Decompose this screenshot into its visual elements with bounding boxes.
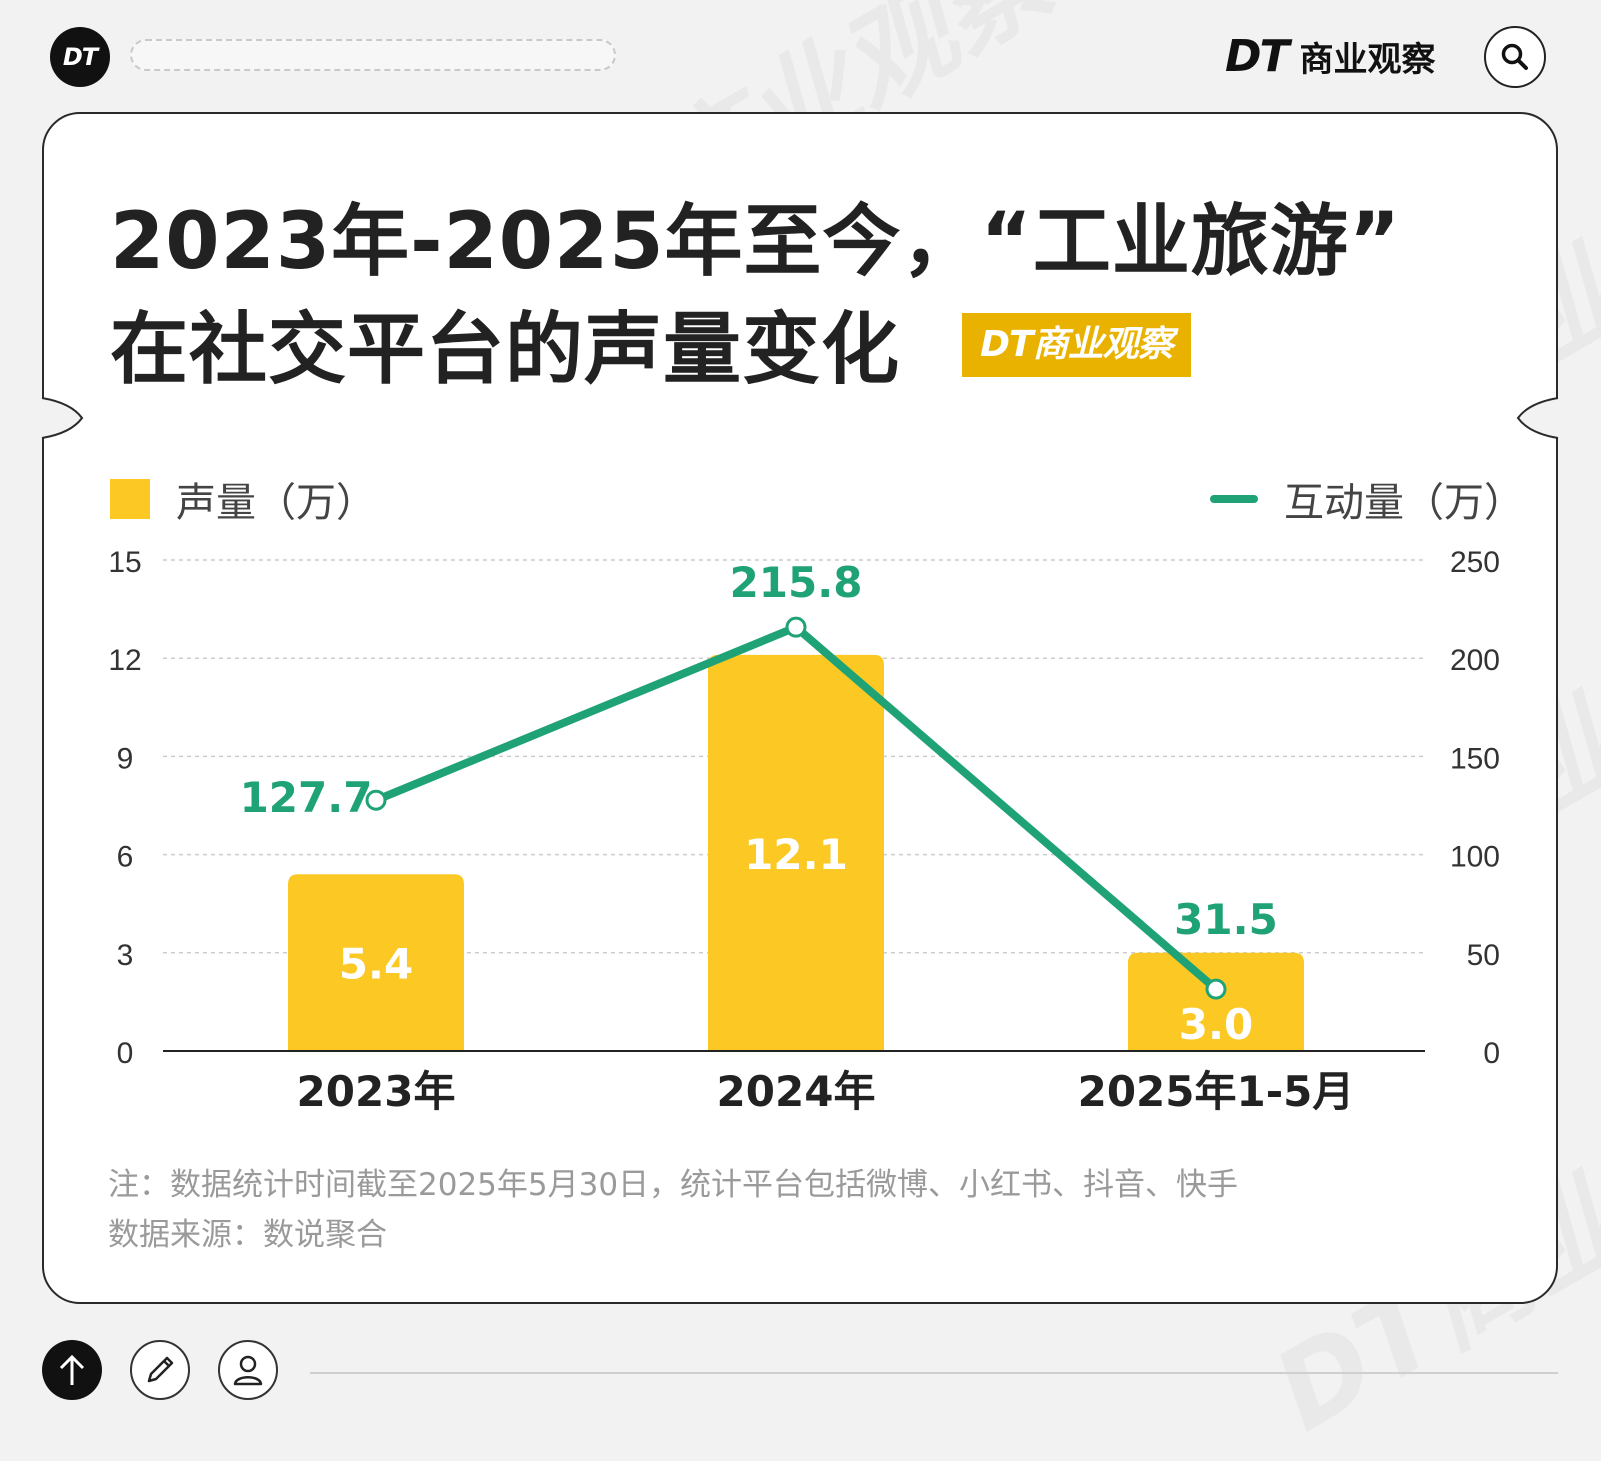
brand: DT 商业观察 — [1225, 28, 1436, 84]
brand-badge: DT商业观察 — [962, 312, 1191, 377]
legend-line: 互动量（万） — [1210, 470, 1524, 528]
left-tick-label: 0 — [117, 1037, 134, 1070]
right-tick-label: 200 — [1450, 644, 1500, 677]
up-arrow-icon — [59, 1354, 85, 1385]
note-line: 注：数据统计时间截至2025年5月30日，统计平台包括微博、小红书、抖音、快手 — [108, 1167, 1239, 1203]
x-tick-label: 2024年 — [717, 1067, 876, 1116]
x-tick-label: 2023年 — [297, 1067, 456, 1116]
bottom-divider — [310, 1372, 1558, 1374]
bar — [1128, 952, 1304, 1051]
right-tick-label: 0 — [1483, 1037, 1500, 1070]
right-tick-label: 250 — [1450, 546, 1500, 579]
bar-value-label: 12.1 — [744, 830, 848, 879]
right-tick-label: 150 — [1450, 742, 1500, 775]
title-line-1: 2023年-2025年至今，“工业旅游” — [110, 197, 1402, 287]
edit-button[interactable] — [130, 1340, 190, 1400]
line-value-label: 215.8 — [730, 558, 863, 607]
left-tick-label: 15 — [108, 546, 141, 579]
notes: 注：数据统计时间截至2025年5月30日，统计平台包括微博、小红书、抖音、快手 … — [108, 1160, 1238, 1260]
line-point — [365, 789, 387, 811]
title-line-2: 在社交平台的声量变化 — [110, 305, 901, 395]
legend-line-label: 互动量（万） — [1284, 480, 1524, 526]
search-input[interactable] — [130, 39, 616, 71]
bar-value-label: 5.4 — [339, 940, 413, 989]
dt-logo[interactable]: DT — [50, 27, 110, 87]
search-button[interactable] — [1484, 26, 1546, 88]
right-tick-label: 100 — [1450, 841, 1500, 874]
line-value-label: 31.5 — [1174, 895, 1278, 944]
bar — [708, 654, 884, 1051]
bar — [288, 874, 464, 1051]
brand-name: 商业观察 — [1299, 39, 1436, 80]
right-tick-label: 50 — [1467, 939, 1500, 972]
search-icon — [1501, 43, 1528, 70]
left-tick-label: 6 — [117, 841, 134, 874]
brand-dt: DT — [1225, 30, 1290, 82]
line-point — [785, 616, 807, 638]
line-value-label: 127.7 — [240, 773, 373, 822]
top-bar: DT DT 商业观察 — [0, 0, 1601, 110]
pencil-icon — [147, 1356, 174, 1383]
bottom-bar — [0, 1310, 1601, 1436]
left-tick-label: 9 — [117, 742, 134, 775]
left-tick-label: 3 — [117, 939, 134, 972]
source-line: 数据来源：数说聚合 — [108, 1217, 387, 1253]
legend-bar: 声量（万） — [110, 470, 376, 528]
line-point — [1205, 978, 1227, 1000]
bar-value-label: 3.0 — [1179, 1000, 1253, 1049]
scroll-top-button[interactable] — [42, 1340, 102, 1400]
user-icon — [233, 1355, 263, 1386]
user-button[interactable] — [218, 1340, 278, 1400]
left-tick-label: 12 — [108, 644, 141, 677]
legend-line-swatch — [1210, 495, 1258, 503]
legend-bar-label: 声量（万） — [176, 480, 376, 526]
legend-bar-swatch — [110, 479, 150, 519]
x-tick-label: 2025年1-5月 — [1078, 1067, 1355, 1116]
chart-title: 2023年-2025年至今，“工业旅游” 在社交平台的声量变化 DT商业观察 — [110, 188, 1401, 404]
